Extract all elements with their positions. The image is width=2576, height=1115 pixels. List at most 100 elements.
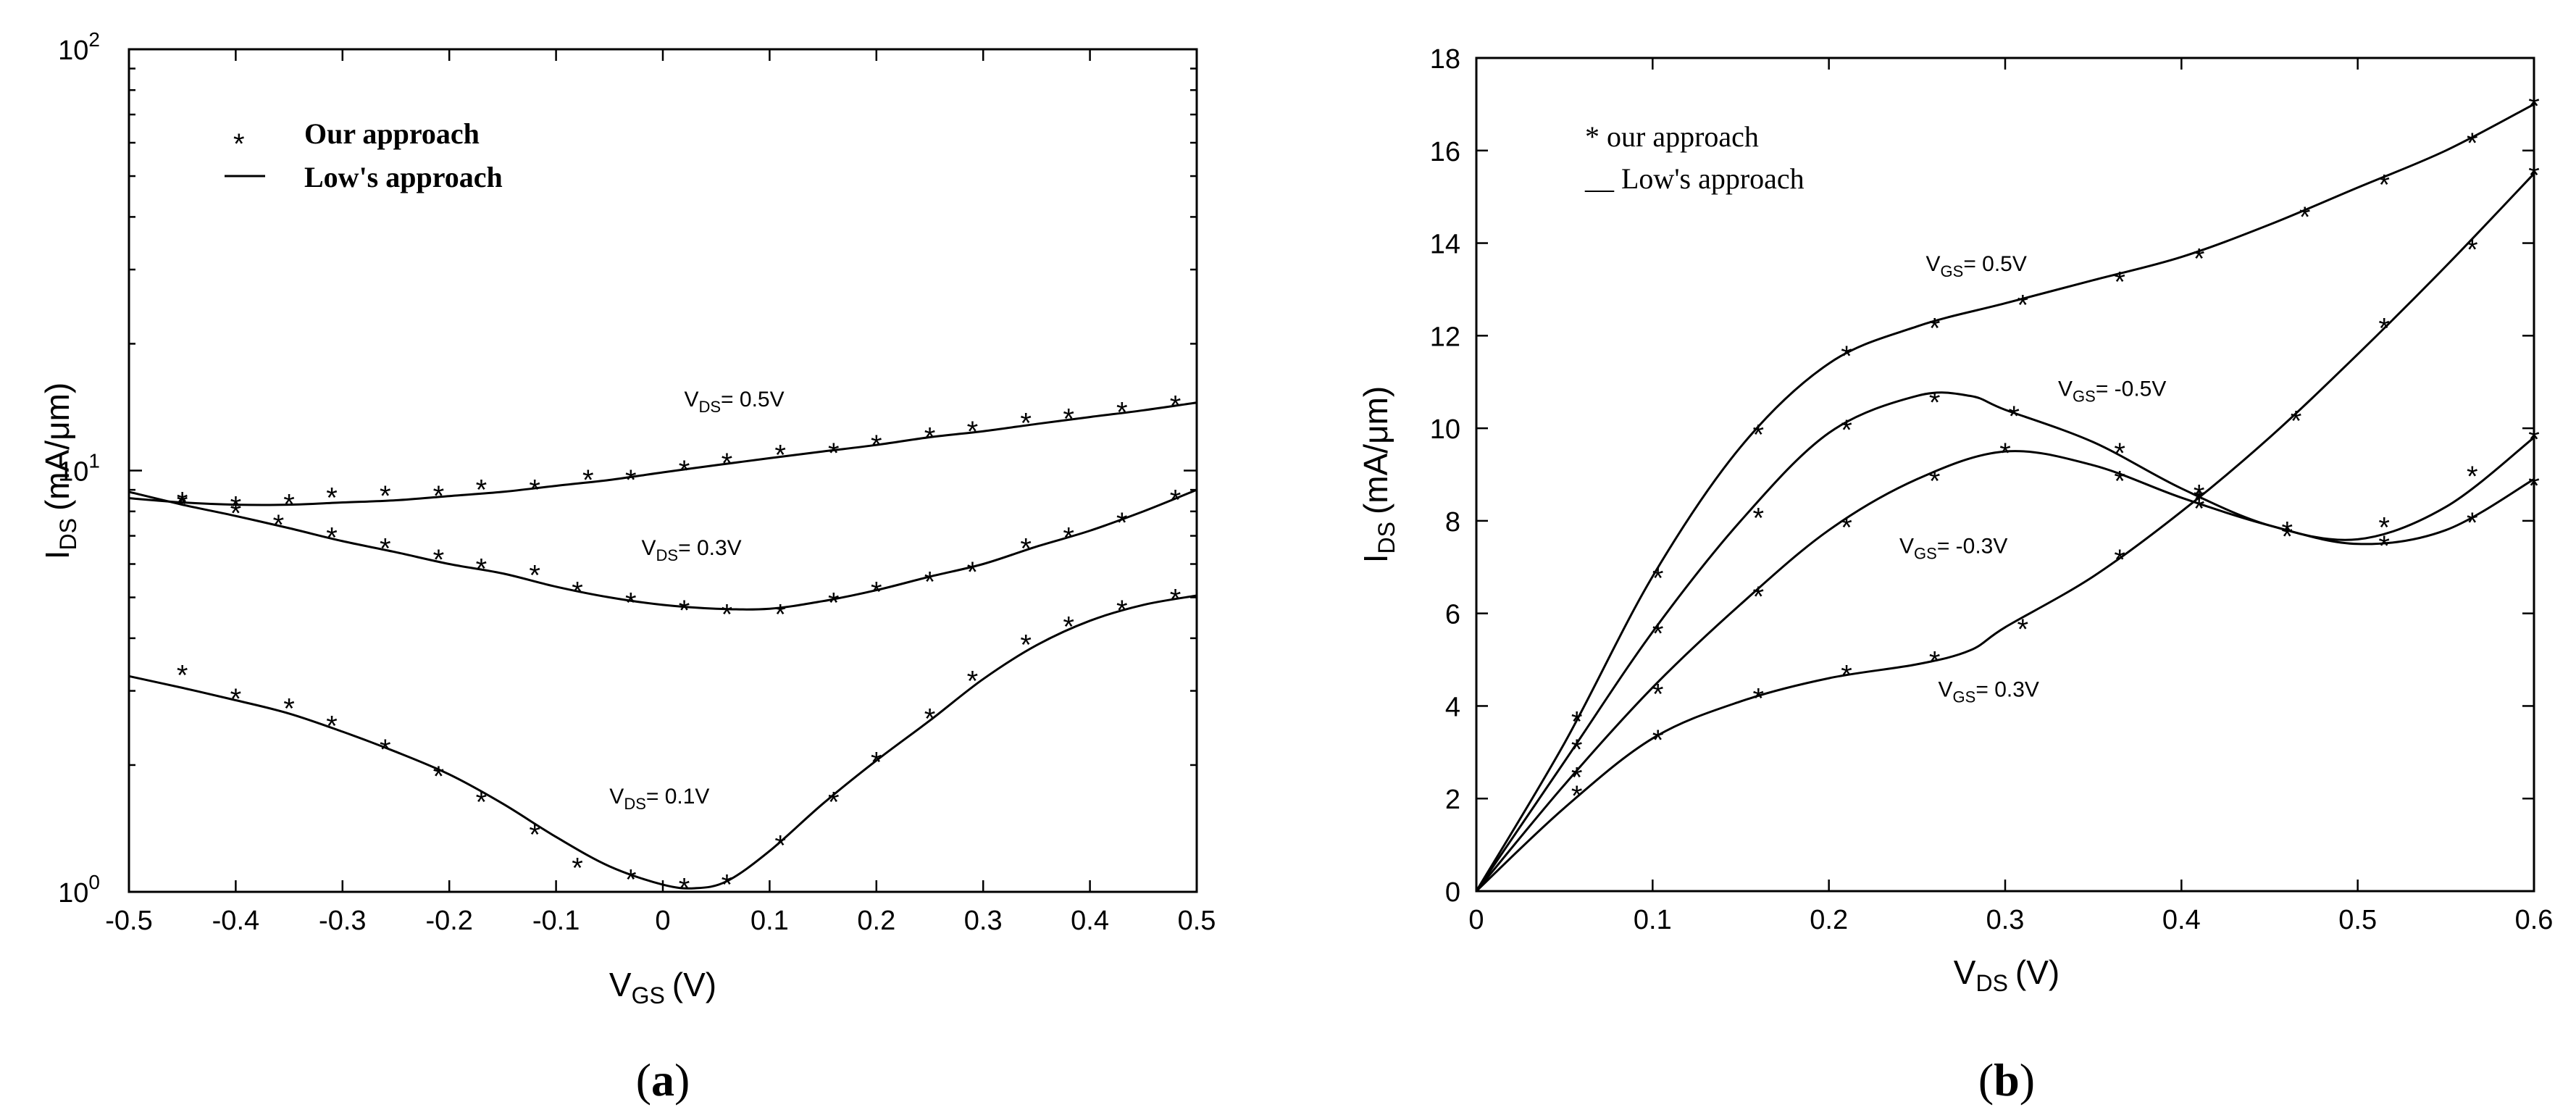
data-point-marker: * — [380, 533, 391, 564]
data-point-marker: * — [722, 599, 733, 631]
data-point-marker: * — [326, 483, 338, 514]
data-point-marker: * — [2017, 290, 2029, 322]
series-annotation-3: VGS= -0.3V — [1899, 535, 2007, 563]
data-point-marker: * — [1063, 404, 1074, 435]
data-point-marker: * — [1116, 595, 1128, 627]
axis-ticks-a: -0.5 -0.4 -0.3 -0.2 -0.1 0 0.1 0.2 0.3 0.4 0.5 100 1… — [58, 28, 1216, 936]
data-point-marker: * — [230, 683, 242, 715]
data-point-marker: * — [230, 498, 242, 530]
series-annotations-b: VGS= 0.5V VGS= -0.5V VGS= -0.3V VGS= 0.3V — [1899, 252, 2166, 706]
data-point-marker: * — [774, 439, 786, 471]
data-point-marker: * — [2194, 493, 2205, 525]
y-tick-label: 0 — [1445, 877, 1460, 908]
data-point-marker: * — [380, 480, 391, 512]
data-point-marker: * — [1652, 678, 1664, 710]
data-point-marker: * — [625, 588, 637, 619]
series-line-3 — [1475, 450, 2535, 892]
x-tick-label: 0.4 — [1071, 906, 1109, 936]
data-point-marker: * — [326, 522, 338, 554]
legend-a: * Our approach Low's approach — [225, 117, 503, 193]
data-point-marker: * — [2282, 517, 2293, 548]
data-point-marker: * — [177, 659, 188, 691]
data-point-marker: * — [2467, 234, 2478, 266]
x-tick-label: 0 — [655, 906, 670, 936]
data-point-marker: * — [2114, 465, 2125, 497]
data-point-marker: * — [582, 464, 594, 496]
plot-frame-b — [1475, 57, 2535, 893]
data-point-marker: * — [1929, 465, 1941, 497]
data-point-marker: * — [476, 554, 488, 585]
data-point-marker: * — [2378, 511, 2390, 543]
data-point-marker: * — [924, 566, 936, 598]
data-point-marker: * — [177, 489, 188, 521]
x-tick-label: 0.5 — [1178, 906, 1216, 936]
data-point-marker: * — [1020, 629, 1032, 661]
series-annotation-4: VGS= 0.3V — [1939, 678, 2039, 706]
legend-marker-symbol: * — [233, 128, 245, 160]
data-point-marker: * — [476, 787, 488, 819]
data-point-marker: * — [1841, 660, 1852, 692]
data-point-marker: * — [2528, 160, 2540, 192]
x-tick-label: -0.1 — [532, 906, 580, 936]
data-point-marker: * — [2017, 614, 2029, 646]
data-point-marker: * — [2008, 401, 2020, 433]
x-tick-label: 0.3 — [1986, 905, 2025, 935]
data-point-marker: * — [2467, 128, 2478, 159]
data-point-marker: * — [722, 448, 733, 480]
data-point-marker: * — [967, 416, 979, 448]
data-point-marker: * — [679, 873, 690, 905]
series-markers-a: * * * * * * * * * * * * * * * * * * * * * * * * * * * * * * * * * * * * * * * *… — [177, 390, 1181, 904]
data-point-marker: * — [2528, 91, 2540, 122]
panel-label-a: (a) — [636, 1054, 690, 1106]
data-point-marker: * — [283, 489, 295, 521]
data-point-marker: * — [1841, 341, 1852, 372]
data-point-marker: * — [230, 491, 242, 523]
data-point-marker: * — [1929, 387, 1941, 419]
data-point-marker: * — [1841, 511, 1852, 543]
data-point-marker: * — [1571, 780, 1583, 812]
data-point-marker: * — [1020, 407, 1032, 439]
data-point-marker: * — [2378, 530, 2390, 562]
data-point-marker: * — [2194, 243, 2205, 275]
y-tick-label: 100 — [58, 871, 100, 909]
data-point-marker: * — [1571, 761, 1583, 793]
legend-line-label-b: __ Low's approach — [1584, 162, 1805, 195]
data-point-marker: * — [625, 464, 637, 496]
x-tick-label: -0.2 — [425, 906, 472, 936]
series-line-4 — [1475, 172, 2535, 893]
data-point-marker: * — [1170, 584, 1182, 616]
data-point-marker: * — [1652, 563, 1664, 595]
data-point-marker: * — [625, 864, 637, 896]
data-point-marker: * — [1020, 533, 1032, 564]
data-point-marker: * — [1841, 414, 1852, 446]
data-point-marker: * — [2528, 424, 2540, 456]
data-point-marker: * — [476, 474, 488, 506]
data-point-marker: * — [380, 734, 391, 766]
data-point-marker: * — [828, 588, 840, 619]
data-point-marker: * — [1063, 522, 1074, 554]
data-point-marker: * — [2378, 170, 2390, 201]
series-line-1 — [128, 401, 1197, 506]
data-point-marker: * — [1753, 419, 1765, 451]
data-point-marker: * — [529, 474, 540, 506]
y-tick-label: 16 — [1430, 137, 1460, 167]
y-tick-label: 4 — [1445, 692, 1460, 722]
data-point-marker: * — [2291, 405, 2302, 437]
y-tick-label: 18 — [1430, 44, 1460, 75]
x-tick-label: 0.3 — [964, 906, 1003, 936]
data-point-marker: * — [828, 438, 840, 469]
x-tick-label: -0.5 — [105, 906, 152, 936]
y-tick-label: 101 — [58, 450, 100, 488]
x-tick-label: 0.1 — [1634, 905, 1672, 935]
data-point-marker: * — [2467, 461, 2478, 493]
series-lines-b — [1475, 103, 2535, 893]
panel-label-b: (b) — [1978, 1054, 2035, 1106]
data-point-marker: * — [774, 599, 786, 631]
legend-b: * our approach __ Low's approach — [1584, 120, 1805, 195]
x-tick-label: 0.5 — [2338, 905, 2377, 935]
series-annotation-1: VGS= 0.5V — [1926, 252, 2027, 280]
x-tick-label: 0.6 — [2515, 905, 2554, 935]
x-tick-label: 0.4 — [2162, 905, 2201, 935]
data-point-marker: * — [1929, 313, 1941, 345]
